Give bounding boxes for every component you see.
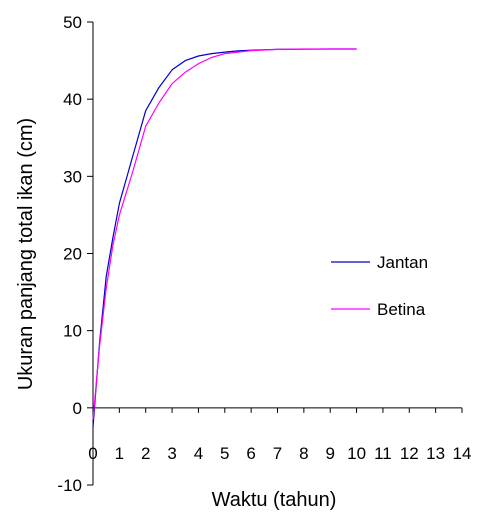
x-tick-label: 12 — [400, 444, 419, 463]
y-tick-label: 0 — [73, 399, 82, 418]
x-tick-label: 8 — [299, 444, 308, 463]
series-line-betina — [92, 48, 357, 420]
y-tick-label: 10 — [63, 322, 82, 341]
x-axis-title: Waktu (tahun) — [212, 489, 337, 511]
legend: Jantan Betina — [331, 253, 428, 319]
x-tick-label: 7 — [273, 444, 282, 463]
legend-label: Jantan — [377, 253, 428, 272]
legend-label: Betina — [377, 300, 426, 319]
x-tick-label: 3 — [167, 444, 176, 463]
series-lines — [92, 48, 357, 428]
x-tick-label: 4 — [194, 444, 203, 463]
y-tick-label: 50 — [63, 13, 82, 32]
y-tick-label: 30 — [63, 167, 82, 186]
y-tick-label: 20 — [63, 245, 82, 264]
x-tick-label: 10 — [347, 444, 366, 463]
y-tick-label: -10 — [57, 476, 82, 495]
y-tick-label: 40 — [63, 90, 82, 109]
x-tick-label: 5 — [220, 444, 229, 463]
x-tick-label: 6 — [246, 444, 255, 463]
x-tick-label: 2 — [141, 444, 150, 463]
x-tick-label: 1 — [115, 444, 124, 463]
x-tick-label: 9 — [325, 444, 334, 463]
x-tick-label: 14 — [453, 444, 472, 463]
series-line-jantan — [92, 48, 357, 428]
y-axis-title: Ukuran panjang total ikan (cm) — [15, 118, 37, 390]
x-tick-label: 0 — [88, 444, 97, 463]
x-tick-label: 11 — [374, 444, 392, 463]
x-tick-label: 13 — [426, 444, 445, 463]
